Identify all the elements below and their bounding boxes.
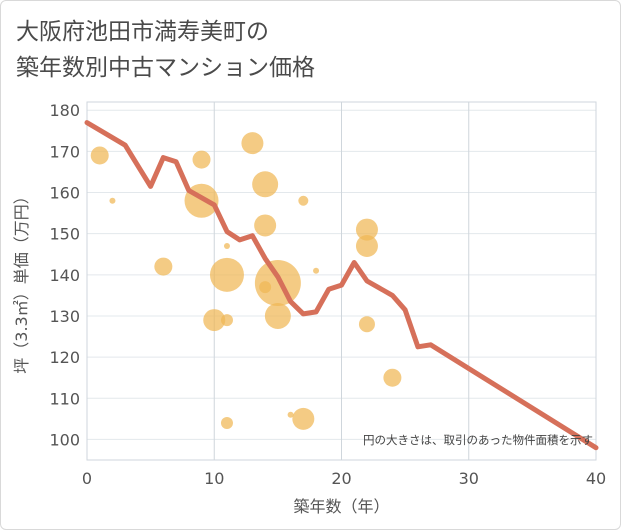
- data-bubble: [313, 267, 320, 274]
- data-bubble: [241, 132, 264, 155]
- size-note: 円の大きさは、取引のあった物件面積を示す: [363, 433, 593, 447]
- title-line-2: 築年数別中古マンション価格: [16, 55, 315, 81]
- data-bubble: [223, 243, 230, 250]
- data-bubble: [292, 407, 315, 430]
- x-tick-label: 10: [204, 469, 224, 488]
- y-tick-label: 170: [49, 142, 80, 161]
- data-bubble: [109, 197, 116, 204]
- data-bubble: [298, 195, 309, 206]
- y-tick-label: 120: [49, 348, 80, 367]
- data-bubble: [254, 260, 301, 307]
- y-tick-label: 110: [49, 389, 80, 408]
- data-bubble: [90, 146, 109, 165]
- data-bubble: [220, 416, 233, 429]
- y-tick-label: 150: [49, 225, 80, 244]
- bubble-layer: [90, 132, 402, 430]
- y-tick-label: 140: [49, 266, 80, 285]
- plot-border: [86, 101, 597, 461]
- data-bubble: [355, 235, 378, 258]
- chart-title: 大阪府池田市満寿美町の 築年数別中古マンション価格: [16, 14, 315, 86]
- data-bubble: [220, 314, 233, 327]
- y-tick-label: 130: [49, 307, 80, 326]
- x-tick-label: 0: [82, 469, 92, 488]
- data-bubble: [355, 218, 378, 241]
- data-bubble: [209, 257, 244, 292]
- title-line-1: 大阪府池田市満寿美町の: [16, 19, 269, 45]
- x-tick-label: 30: [459, 469, 479, 488]
- data-bubble: [383, 368, 402, 387]
- y-axis-label: 坪（3.3㎡）単価（万円）: [12, 188, 31, 373]
- y-tick-label: 100: [49, 430, 80, 449]
- tick-labels: 100 110 120 130 140 150 160 170 180 0 10 20 30 40: [49, 101, 606, 488]
- x-tick-label: 40: [586, 469, 606, 488]
- y-tick-label: 160: [49, 184, 80, 203]
- data-bubble: [358, 316, 375, 333]
- x-axis-label: 築年数（年）: [293, 497, 389, 516]
- data-bubble: [154, 257, 173, 276]
- y-tick-label: 180: [49, 101, 80, 120]
- data-bubble: [252, 171, 279, 198]
- data-bubble: [192, 150, 211, 169]
- data-bubble: [287, 411, 294, 418]
- data-bubble: [203, 309, 226, 332]
- data-bubble: [254, 214, 277, 237]
- data-bubble: [264, 302, 291, 329]
- x-tick-label: 20: [331, 469, 351, 488]
- trend-line: [84, 120, 599, 451]
